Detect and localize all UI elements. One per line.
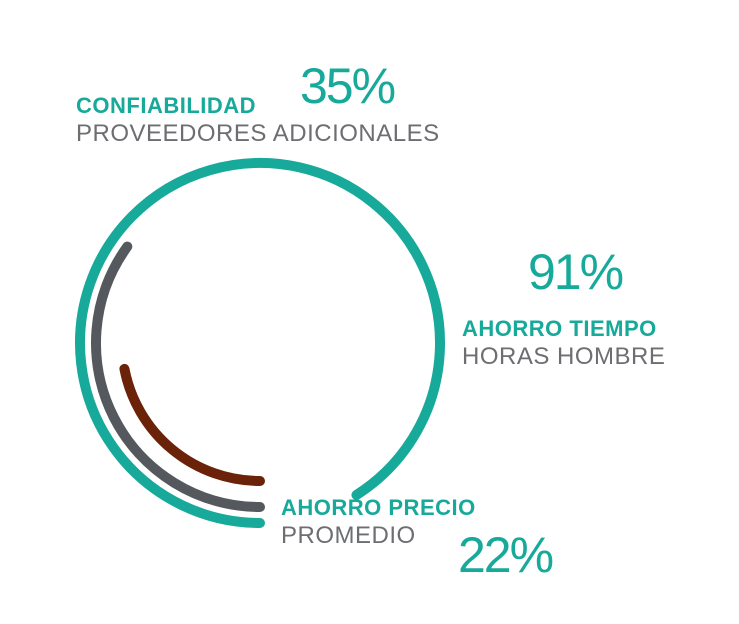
confiabilidad-value: 35% [300, 58, 396, 114]
ahorro-precio-subtitle: PROMEDIO [281, 522, 416, 549]
confiabilidad-label: CONFIABILIDAD [76, 93, 257, 118]
arc-ahorro-precio [119, 363, 265, 486]
ahorro-tiempo-subtitle: HORAS HOMBRE [462, 343, 666, 370]
ahorro-tiempo-label: AHORRO TIEMPO [462, 316, 657, 341]
ahorro-precio-value: 22% [458, 527, 554, 583]
arc-confiabilidad [91, 241, 265, 512]
ahorro-tiempo-value: 91% [528, 244, 624, 300]
ahorro-precio-label: AHORRO PRECIO [281, 495, 476, 520]
confiabilidad-subtitle: PROVEEDORES ADICIONALES [76, 120, 440, 147]
arc-ahorro-tiempo [75, 158, 445, 528]
